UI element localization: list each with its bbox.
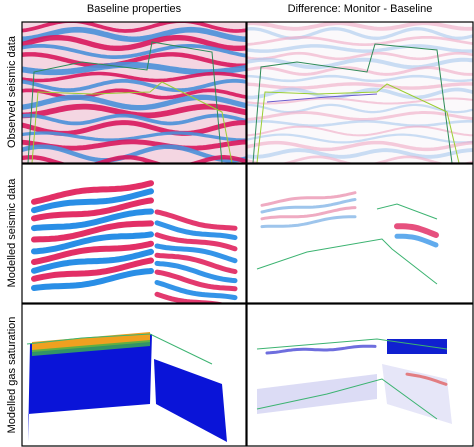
row-label: Observed seismic data (6, 35, 18, 148)
seismic-band (22, 155, 246, 163)
column-title: Baseline properties (87, 3, 182, 15)
seismic-band (260, 198, 357, 214)
saturation-difference (257, 374, 377, 414)
seismic-band (154, 291, 225, 303)
seismic-band (154, 280, 238, 301)
seismic-band (247, 74, 473, 83)
seismic-band (394, 223, 439, 238)
seismic-band (31, 248, 154, 274)
horizon-line (256, 338, 448, 350)
seismic-band (247, 57, 473, 70)
seismic-band (260, 215, 357, 229)
horizon-line (256, 83, 460, 163)
seismic-band (31, 188, 154, 214)
seismic-band (31, 208, 154, 232)
seismic-band (247, 35, 473, 47)
seismic-band (405, 372, 448, 386)
row-label: Modelled gas saturation (6, 317, 18, 434)
seismic-band (247, 103, 473, 114)
panel (22, 304, 246, 446)
seismic-band (22, 26, 246, 43)
horizon-line (376, 203, 438, 220)
saturation-top (32, 340, 150, 356)
seismic-band (22, 22, 246, 33)
panel-background (247, 304, 473, 446)
seismic-band (31, 257, 154, 282)
panel (247, 304, 473, 446)
seismic-band (31, 231, 154, 255)
panels (22, 22, 473, 446)
seismic-band (247, 27, 473, 40)
seismic-band (154, 243, 238, 264)
seismic-band (265, 344, 377, 355)
seismic-band (247, 125, 473, 137)
horizon-line (26, 333, 213, 365)
seismic-band (247, 97, 473, 105)
seismic-band (247, 133, 473, 144)
seismic-band (154, 232, 238, 252)
seismic-band (154, 260, 238, 284)
seismic-band (31, 268, 154, 291)
panel (247, 164, 473, 303)
seismic-band (31, 240, 154, 265)
seismic-band (22, 88, 246, 100)
column-title: Difference: Monitor - Baseline (288, 3, 433, 15)
horizon-line (252, 43, 453, 163)
saturation-top (32, 332, 150, 352)
seismic-band (22, 44, 246, 59)
seismic-band (247, 87, 473, 100)
row-label: Modelled seismic data (6, 178, 18, 288)
seismic-band (22, 94, 246, 111)
panel (247, 22, 473, 163)
seismic-band (154, 220, 238, 241)
horizon-line (256, 378, 438, 420)
seismic-band (154, 252, 238, 275)
seismic-band (22, 71, 246, 83)
seismic-band (247, 82, 473, 90)
seismic-band (260, 191, 357, 207)
seismic-band (247, 51, 473, 61)
seismic-band (154, 269, 238, 292)
seismic-band (31, 180, 154, 205)
seismic-band (247, 22, 473, 31)
seismic-band (394, 233, 439, 248)
seismic-band (247, 44, 473, 53)
seismic-band (247, 66, 473, 76)
seismic-band (260, 206, 357, 221)
panel (22, 164, 246, 303)
seismic-band (22, 78, 246, 93)
seismic-band (247, 120, 473, 127)
horizon-line (27, 41, 223, 163)
horizon-line (256, 238, 438, 285)
seismic-band (31, 197, 154, 222)
seismic-band (247, 148, 473, 159)
panel-frames (21, 21, 474, 447)
seismic-band (22, 113, 246, 126)
seismic-band (22, 52, 246, 68)
seismic-band (154, 209, 238, 231)
seismic-band (22, 131, 246, 142)
seismic-band (247, 111, 473, 121)
panel (22, 22, 246, 163)
saturation-area (28, 334, 152, 442)
panel-background (247, 164, 473, 303)
horizon-line (266, 93, 378, 103)
seismic-band (31, 220, 154, 243)
seismic-band (22, 35, 246, 51)
seismic-band (247, 140, 473, 152)
saturation-area (154, 359, 227, 442)
horizon-line (31, 81, 233, 163)
